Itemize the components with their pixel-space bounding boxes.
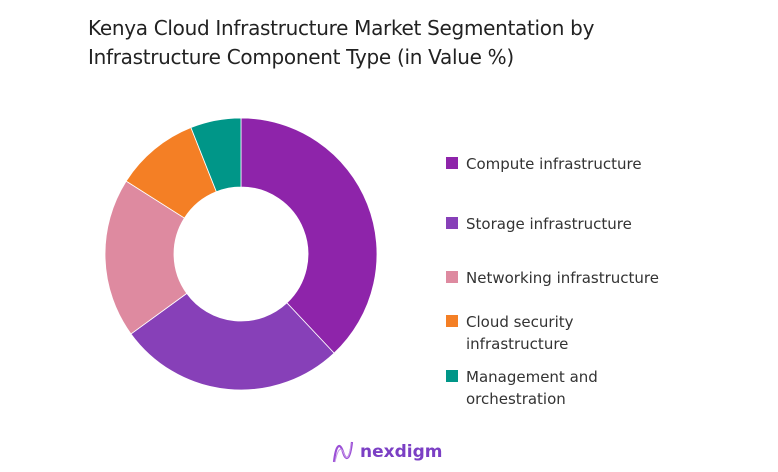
legend-swatch <box>446 271 458 283</box>
nexdigm-logo: nexdigm <box>332 440 442 464</box>
legend-swatch <box>446 370 458 382</box>
legend-label: orchestration <box>466 390 566 408</box>
title-line-1: Kenya Cloud Infrastructure Market Segmen… <box>88 16 595 40</box>
legend-item-storage: Storage infrastructure <box>446 213 706 235</box>
legend-swatch <box>446 315 458 327</box>
legend-item-networking: Networking infrastructure <box>446 267 706 289</box>
donut-slice-networking-infrastructure <box>104 180 188 335</box>
donut-slice-management-and-orchestration <box>190 117 242 193</box>
nexdigm-logo-icon <box>332 441 354 463</box>
donut-slice-compute-infrastructure <box>240 117 378 354</box>
chart-title: Kenya Cloud Infrastructure Market Segmen… <box>88 14 594 72</box>
logo-text: nexdigm <box>360 442 443 462</box>
legend-item-cloud-security: Cloud security infrastructure <box>446 311 706 355</box>
donut-slice-storage-infrastructure <box>130 292 335 391</box>
legend-label: Management and <box>466 368 598 386</box>
legend-swatch <box>446 157 458 169</box>
legend-label: Cloud security <box>466 313 574 331</box>
title-line-2: Infrastructure Component Type (in Value … <box>88 45 514 69</box>
legend-swatch <box>446 217 458 229</box>
legend-label: infrastructure <box>466 335 569 353</box>
legend-item-compute: Compute infrastructure <box>446 153 706 175</box>
legend-label: Networking infrastructure <box>466 269 659 287</box>
legend-label: Storage infrastructure <box>466 215 632 233</box>
legend-label: Compute infrastructure <box>466 155 642 173</box>
legend-item-management: Management and orchestration <box>446 366 706 410</box>
